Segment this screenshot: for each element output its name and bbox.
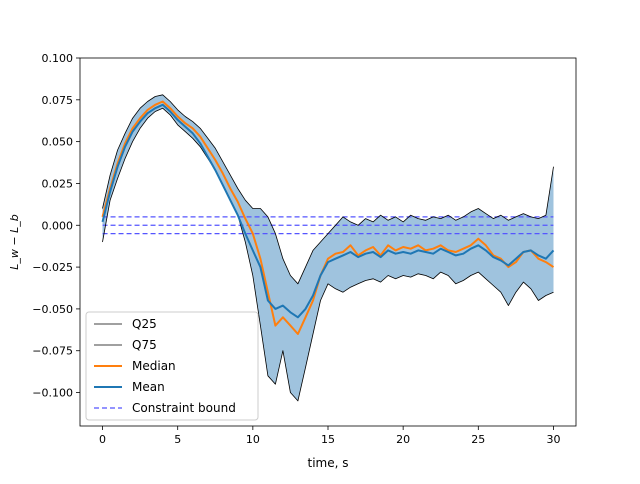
y-tick-label: 0.000 — [42, 219, 74, 232]
series-median-line — [101, 100, 555, 335]
x-tick-label: 0 — [99, 433, 106, 446]
series-q25-line — [102, 107, 554, 402]
legend-label: Median — [132, 359, 176, 373]
y-tick-label: 0.025 — [42, 177, 74, 190]
x-tick-label: 20 — [396, 433, 410, 446]
legend-label: Q25 — [132, 317, 157, 331]
x-tick-label: 5 — [174, 433, 181, 446]
y-axis-label: L_w − L_b — [8, 214, 21, 269]
quantile-band — [102, 94, 554, 401]
y-tick-label: −0.100 — [32, 387, 73, 400]
y-tick-label: 0.075 — [42, 94, 74, 107]
x-tick-label: 15 — [321, 433, 335, 446]
legend-label: Q75 — [132, 338, 157, 352]
y-tick-label: −0.075 — [32, 345, 73, 358]
x-tick-label: 30 — [546, 433, 560, 446]
x-tick-label: 25 — [471, 433, 485, 446]
x-axis-label: time, s — [308, 456, 349, 470]
y-tick-label: 0.100 — [42, 52, 74, 65]
y-tick-label: −0.050 — [32, 303, 73, 316]
legend-label: Constraint bound — [132, 401, 236, 415]
series-mean-line — [101, 103, 555, 319]
x-tick-label: 10 — [246, 433, 260, 446]
legend: Q25 Q75 Median Mean Constraint bound — [85, 311, 259, 421]
axes: 0 5 10 15 20 25 30 −0.100 −0.075 −0.050 −0.025 0.00… — [32, 52, 577, 446]
y-tick-label: 0.050 — [42, 136, 74, 149]
legend-label: Mean — [132, 380, 165, 394]
plot-area — [101, 94, 555, 402]
legend-box — [85, 311, 259, 421]
y-tick-label: −0.025 — [32, 261, 73, 274]
series-q75-line — [102, 94, 554, 285]
